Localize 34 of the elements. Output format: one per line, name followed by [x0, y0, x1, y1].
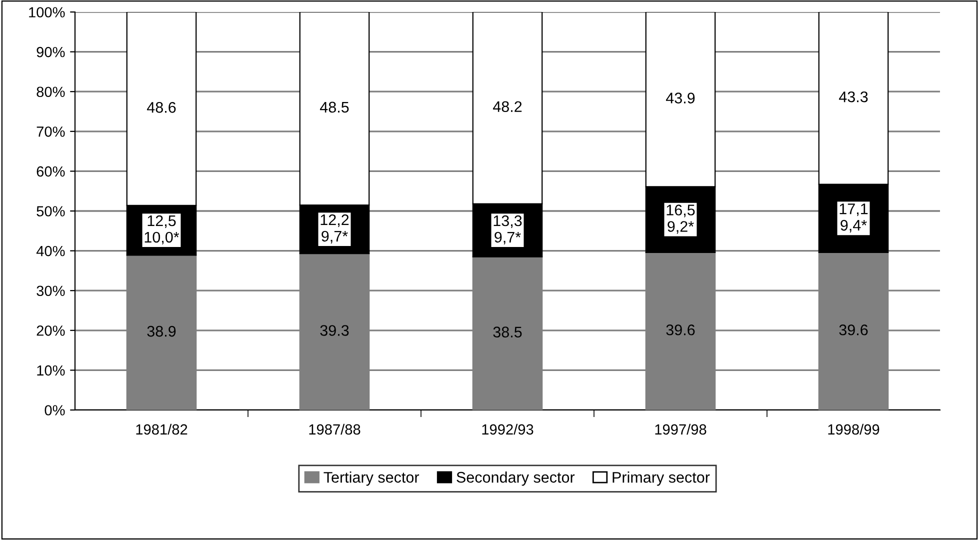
- data-label: 12,5 10,0*: [144, 215, 180, 244]
- data-label: 38.5: [493, 326, 522, 338]
- data-label: 48.6: [146, 102, 176, 113]
- data-label: 43.9: [666, 92, 695, 104]
- data-label: 39.6: [839, 324, 868, 336]
- data-label: 39.6: [666, 324, 695, 336]
- y-tick-label: 0%: [44, 405, 65, 416]
- data-label: 38.9: [147, 326, 176, 337]
- data-label: 12,2 9,7*: [320, 214, 349, 244]
- legend-label: Secondary sector: [456, 472, 575, 486]
- y-tick-label: 50%: [36, 206, 65, 216]
- y-tick-label: 90%: [36, 46, 65, 58]
- data-label: 43.3: [838, 91, 868, 102]
- y-tick-label: 20%: [36, 326, 65, 336]
- y-tick-label: 10%: [37, 365, 65, 376]
- y-tick-label: 60%: [36, 166, 65, 177]
- x-tick-label: 1992/93: [482, 424, 534, 435]
- data-label: 48.2: [492, 101, 522, 112]
- x-tick-label: 1981/82: [136, 424, 188, 435]
- y-tick-label: 100%: [29, 7, 65, 18]
- data-label: 17,1 9,4*: [840, 204, 868, 232]
- y-tick-label: 30%: [36, 286, 65, 296]
- legend-label: Tertiary sector: [324, 472, 420, 486]
- x-tick-label: 1998/99: [828, 424, 880, 435]
- data-label: 39.3: [320, 325, 349, 336]
- x-tick-label: 1987/88: [309, 424, 360, 435]
- y-tick-label: 80%: [36, 86, 65, 98]
- legend-label: Primary sector: [612, 472, 710, 486]
- data-label: 48.5: [320, 102, 349, 113]
- data-label: 13,3 9,7*: [494, 215, 522, 244]
- y-tick-label: 70%: [36, 126, 65, 137]
- data-label: 16,5 9,2*: [666, 204, 695, 234]
- x-tick-label: 1997/98: [655, 424, 706, 435]
- y-tick-label: 40%: [36, 246, 65, 256]
